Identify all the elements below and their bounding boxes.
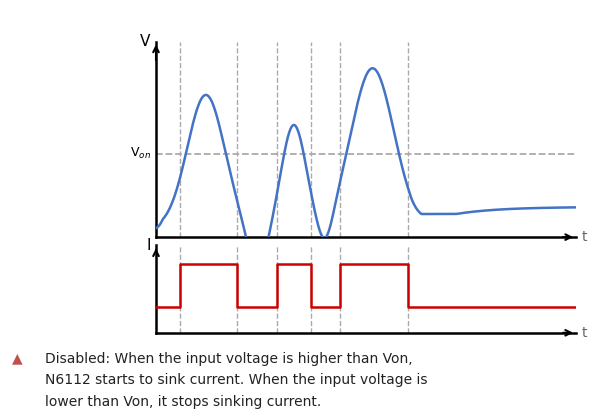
Text: Disabled: When the input voltage is higher than Von,: Disabled: When the input voltage is high…	[45, 352, 413, 366]
Text: V$_{on}$: V$_{on}$	[130, 146, 151, 161]
Text: t: t	[581, 230, 587, 244]
Text: ▲: ▲	[12, 352, 23, 366]
Text: lower than Von, it stops sinking current.: lower than Von, it stops sinking current…	[45, 395, 321, 409]
Text: t: t	[581, 326, 587, 340]
Text: N6112 starts to sink current. When the input voltage is: N6112 starts to sink current. When the i…	[45, 373, 427, 387]
Text: V: V	[140, 34, 151, 49]
Text: I: I	[146, 238, 151, 253]
